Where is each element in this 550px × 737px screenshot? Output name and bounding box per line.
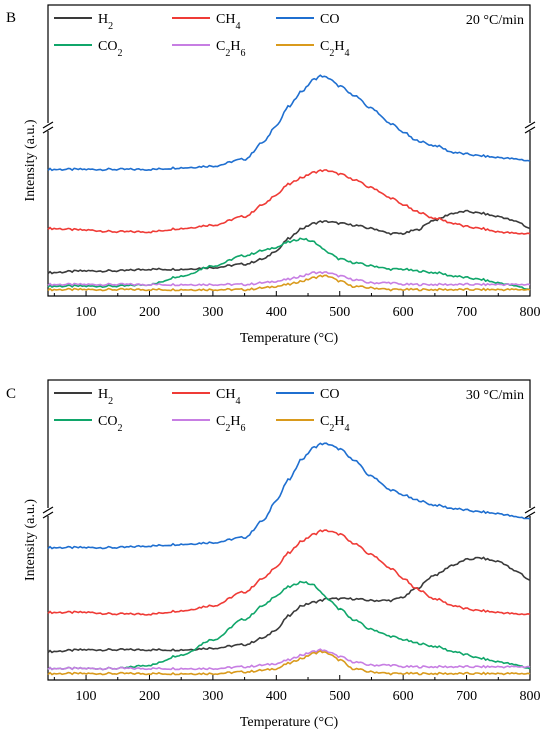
heating-rate-annotation: 30 °C/min bbox=[466, 388, 524, 403]
legend-label: CO2 bbox=[98, 414, 122, 434]
x-axis-label: Temperature (°C) bbox=[240, 715, 339, 730]
series-line-co bbox=[47, 442, 531, 550]
series-line-c2h6 bbox=[47, 271, 531, 287]
series-line-c2h6 bbox=[47, 648, 531, 671]
axis-break-mark bbox=[524, 121, 536, 129]
panel-label: C bbox=[6, 386, 16, 402]
legend-label: C2H6 bbox=[216, 414, 245, 434]
legend-label: H2 bbox=[98, 387, 113, 407]
x-tick-label: 600 bbox=[393, 689, 414, 704]
legend-label: H2 bbox=[98, 12, 113, 32]
axis-break-mark bbox=[524, 511, 536, 519]
axis-break-mark bbox=[42, 126, 54, 134]
x-tick-label: 300 bbox=[202, 689, 223, 704]
x-axis-label: Temperature (°C) bbox=[240, 331, 339, 346]
legend-label: C2H4 bbox=[320, 414, 349, 434]
axis-break-gap bbox=[525, 508, 535, 516]
x-tick-label: 500 bbox=[329, 305, 350, 320]
axis-break-mark bbox=[42, 506, 54, 514]
legend-label: CH4 bbox=[216, 12, 240, 32]
x-tick-label: 400 bbox=[266, 305, 287, 320]
x-tick-label: 200 bbox=[139, 689, 160, 704]
legend-label: CH4 bbox=[216, 387, 240, 407]
axis-break-gap bbox=[525, 123, 535, 131]
heating-rate-annotation: 20 °C/min bbox=[466, 13, 524, 28]
axis-break-gap bbox=[43, 123, 53, 131]
x-tick-label: 300 bbox=[202, 305, 223, 320]
legend-label: CO bbox=[320, 387, 339, 402]
series-line-co bbox=[47, 74, 531, 172]
x-tick-label: 800 bbox=[520, 305, 541, 320]
x-tick-label: 600 bbox=[393, 305, 414, 320]
x-tick-label: 400 bbox=[266, 689, 287, 704]
series-line-h2 bbox=[47, 209, 531, 275]
x-tick-label: 800 bbox=[520, 689, 541, 704]
chart-panel-b: 100 200 300 400 500 600 700 800 Temperature (°C)… bbox=[6, 4, 541, 346]
x-tick-label: 700 bbox=[456, 689, 477, 704]
plot-frame bbox=[47, 379, 531, 681]
series-line-co2 bbox=[47, 580, 531, 671]
x-tick-label: 500 bbox=[329, 689, 350, 704]
x-tick-label: 100 bbox=[76, 305, 97, 320]
axis-break-mark bbox=[42, 511, 54, 519]
series-line-co2 bbox=[47, 237, 531, 291]
legend-label: CO2 bbox=[98, 39, 122, 59]
chart-panel-c: 100 200 300 400 500 600 700 800 Temperature (°C)… bbox=[6, 379, 541, 730]
axis-break-gap bbox=[43, 508, 53, 516]
axis-break-mark bbox=[42, 121, 54, 129]
y-axis-label: Intensity (a.u.) bbox=[23, 499, 38, 581]
x-tick-label: 100 bbox=[76, 689, 97, 704]
legend-label: C2H4 bbox=[320, 39, 349, 59]
x-tick-label: 200 bbox=[139, 305, 160, 320]
series-line-c2h4 bbox=[47, 274, 531, 292]
x-tick-label: 700 bbox=[456, 305, 477, 320]
legend-label: CO bbox=[320, 12, 339, 27]
axis-break-mark bbox=[524, 126, 536, 134]
series-line-ch4 bbox=[47, 529, 531, 616]
series-line-c2h4 bbox=[47, 649, 531, 676]
series-line-h2 bbox=[47, 556, 531, 654]
plot-frame bbox=[47, 4, 531, 297]
y-axis-label: Intensity (a.u.) bbox=[23, 119, 38, 201]
legend-label: C2H6 bbox=[216, 39, 245, 59]
axis-break-mark bbox=[524, 506, 536, 514]
panel-label: B bbox=[6, 10, 16, 26]
series-line-ch4 bbox=[47, 169, 531, 235]
